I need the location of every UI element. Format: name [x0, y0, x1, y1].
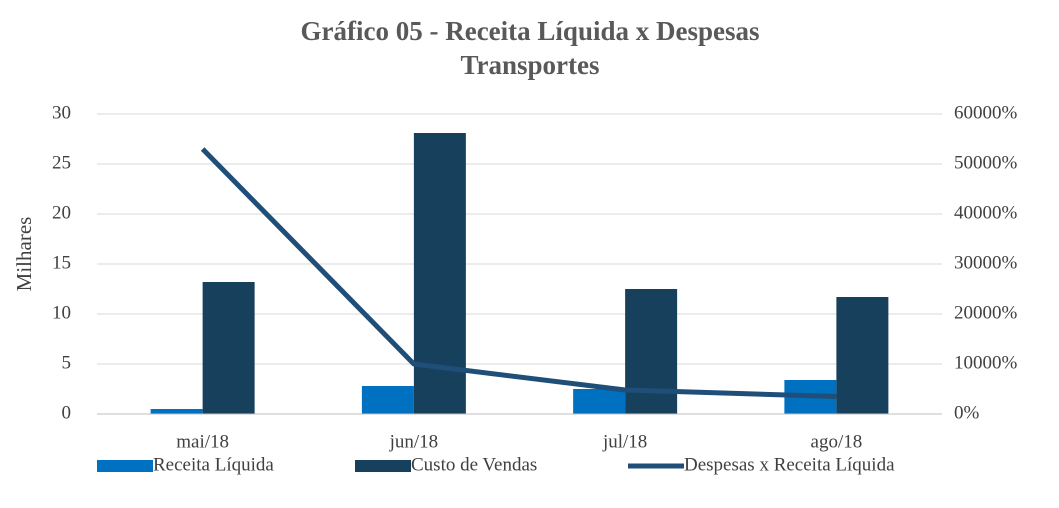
legend-label: Custo de Vendas	[411, 454, 537, 475]
bar	[625, 289, 678, 414]
bar	[361, 386, 414, 414]
y-tick-label: 15	[52, 252, 71, 273]
x-tick-label: jul/18	[602, 431, 647, 452]
bar	[573, 389, 626, 414]
y-tick-label: 5	[62, 352, 72, 373]
y2-tick-label: 60000%	[954, 102, 1018, 123]
x-tick-label: jun/18	[389, 431, 439, 452]
legend-label: Receita Líquida	[153, 454, 274, 475]
y2-tick-label: 0%	[954, 402, 980, 423]
bar	[202, 282, 255, 414]
y-tick-label: 20	[52, 202, 71, 223]
y-tick-label: 10	[52, 302, 71, 323]
legend-label: Despesas x Receita Líquida	[684, 454, 895, 475]
y2-tick-label: 30000%	[954, 252, 1018, 273]
x-tick-label: ago/18	[811, 431, 863, 452]
x-tick-label: mai/18	[176, 431, 229, 452]
chart-title: Gráfico 05 - Receita Líquida x Despesas …	[300, 16, 760, 80]
y-tick-label: 25	[52, 152, 71, 173]
line-series	[200, 147, 837, 399]
legend-swatch	[97, 460, 153, 472]
y2-tick-label: 20000%	[954, 302, 1018, 323]
y-tick-label: 0	[62, 402, 72, 423]
y-tick-label: 30	[52, 102, 71, 123]
y2-tick-label: 50000%	[954, 152, 1018, 173]
y2-tick-label: 10000%	[954, 352, 1018, 373]
y2-tick-label: 40000%	[954, 202, 1018, 223]
y-axis-label: Milhares	[12, 217, 36, 292]
bar	[836, 297, 889, 414]
legend-swatch	[355, 460, 411, 472]
bar	[150, 409, 203, 414]
